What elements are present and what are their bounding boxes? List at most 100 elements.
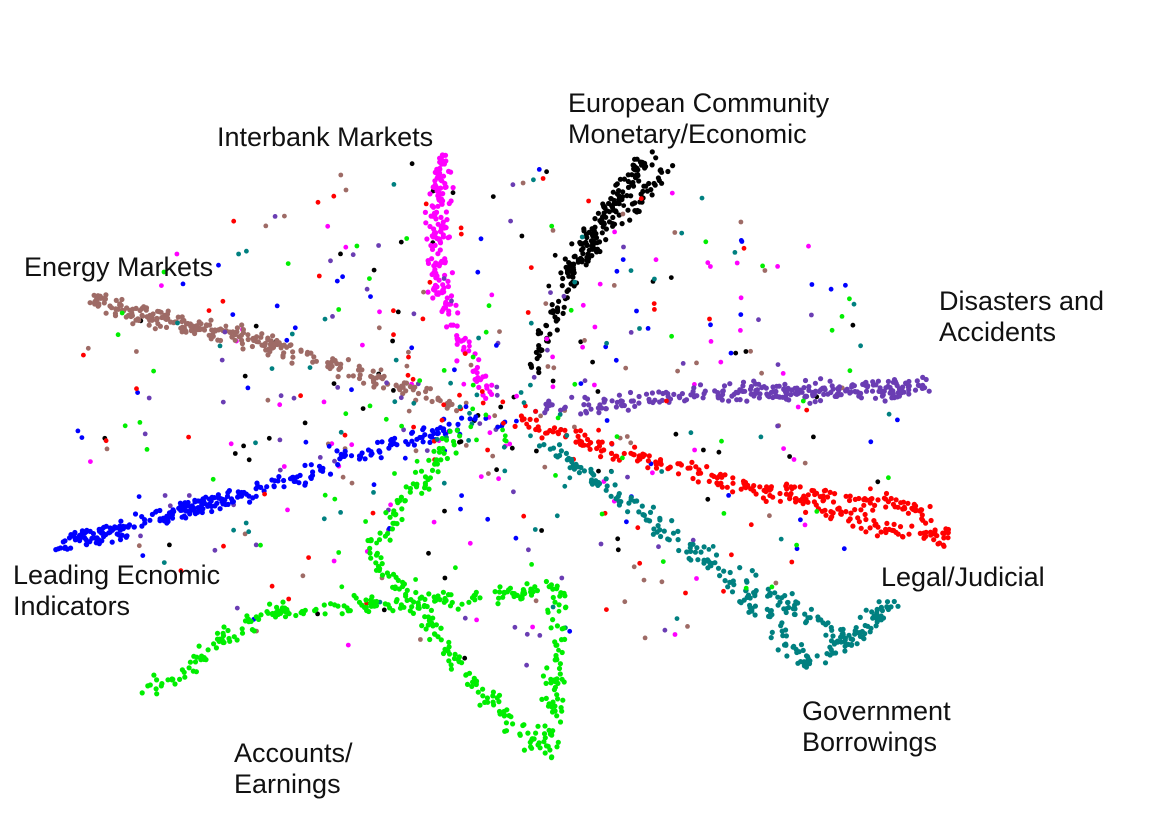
data-point — [443, 184, 449, 190]
data-point — [457, 392, 462, 398]
data-point — [802, 522, 808, 528]
data-point — [730, 480, 736, 486]
data-point — [430, 295, 436, 301]
data-point — [914, 378, 920, 384]
data-point — [724, 484, 730, 490]
data-point — [705, 260, 711, 266]
data-point — [439, 178, 445, 184]
data-point — [768, 389, 775, 395]
data-point — [832, 393, 838, 399]
data-point — [752, 612, 758, 618]
data-point — [531, 374, 537, 380]
data-point — [847, 368, 853, 374]
data-point — [596, 427, 601, 433]
data-point — [292, 325, 298, 331]
data-point — [385, 530, 391, 537]
data-point — [563, 604, 569, 610]
data-point — [455, 421, 461, 427]
data-point — [490, 453, 496, 459]
data-point — [542, 464, 548, 470]
data-point — [492, 589, 498, 595]
data-point — [444, 455, 450, 462]
cluster-label-line: Leading Ecnomic — [13, 560, 221, 590]
data-point — [392, 399, 398, 405]
data-point — [235, 494, 241, 500]
data-point — [629, 181, 635, 188]
data-point — [561, 304, 567, 310]
data-point — [743, 349, 749, 354]
data-point — [500, 594, 506, 600]
data-point — [896, 393, 903, 399]
data-point — [429, 246, 436, 252]
data-point — [595, 405, 602, 411]
data-point — [559, 283, 565, 289]
data-point — [870, 615, 876, 621]
data-point — [403, 591, 409, 597]
data-point — [489, 382, 495, 388]
data-point — [340, 274, 345, 280]
data-point — [604, 418, 610, 423]
data-point — [531, 177, 536, 183]
data-point — [406, 408, 412, 414]
data-point — [646, 399, 653, 405]
data-point — [211, 641, 217, 647]
data-point — [537, 633, 543, 638]
data-point — [794, 546, 800, 552]
data-point — [285, 507, 290, 513]
data-point — [409, 429, 416, 435]
data-point — [628, 268, 634, 273]
data-point — [409, 604, 415, 610]
data-point — [486, 303, 492, 309]
data-point — [699, 195, 705, 201]
data-point — [737, 397, 743, 403]
data-point — [427, 636, 433, 643]
data-point — [281, 350, 287, 356]
data-point — [293, 612, 299, 619]
data-point — [470, 406, 476, 412]
data-point — [326, 443, 332, 449]
data-point — [446, 402, 452, 408]
data-point — [553, 652, 559, 659]
data-point — [640, 188, 646, 194]
data-point — [555, 739, 561, 745]
data-point — [403, 380, 410, 386]
data-point — [869, 609, 875, 615]
data-point — [390, 338, 395, 344]
data-point — [239, 337, 245, 343]
data-point — [815, 614, 821, 620]
data-point — [342, 432, 348, 438]
data-point — [217, 343, 223, 349]
data-point — [658, 533, 664, 540]
data-point — [632, 175, 639, 181]
data-point — [473, 678, 480, 684]
data-point — [428, 242, 434, 249]
data-point — [719, 438, 724, 444]
data-point — [209, 508, 215, 515]
data-point — [240, 346, 246, 352]
data-point — [879, 608, 886, 614]
data-point — [548, 309, 554, 315]
data-point — [804, 393, 810, 399]
data-point — [572, 424, 577, 430]
data-point — [242, 373, 248, 379]
data-point — [518, 413, 525, 419]
data-point — [618, 402, 625, 408]
data-point — [643, 517, 649, 523]
data-point — [676, 547, 682, 554]
data-point — [760, 495, 767, 501]
data-point — [231, 218, 237, 224]
data-point — [811, 434, 816, 440]
data-point — [820, 493, 826, 499]
data-point — [405, 441, 411, 447]
data-point — [808, 606, 815, 612]
data-point — [371, 599, 377, 605]
data-point — [895, 603, 901, 609]
data-point — [380, 385, 387, 391]
data-point — [381, 607, 387, 613]
data-point — [550, 228, 556, 233]
data-point — [769, 584, 775, 590]
data-point — [325, 223, 331, 229]
data-point — [726, 493, 731, 498]
data-point — [582, 432, 588, 438]
data-point — [281, 477, 287, 484]
